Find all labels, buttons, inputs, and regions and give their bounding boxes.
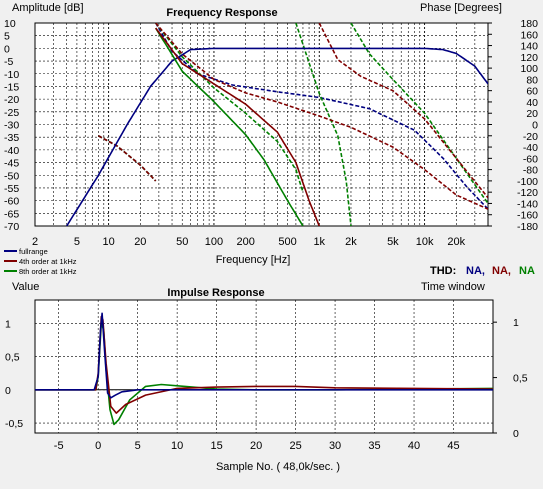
fr-y-tick-label: 10	[4, 18, 16, 30]
fr-y2-tick-label: 0	[532, 120, 538, 132]
fr-x-tick-label: 5k	[387, 236, 399, 248]
fr-y2-tick-label: -60	[523, 153, 538, 165]
fr-amplitude-curve	[155, 27, 321, 226]
fr-y2-tick-label: 40	[526, 97, 538, 109]
ir-x-tick-label: 30	[329, 440, 341, 452]
fr-y2-tick-label: -20	[523, 131, 538, 143]
fr-y2-tick-label: 160	[520, 29, 538, 41]
ir-y2label: Time window	[421, 281, 485, 293]
fr-x-tick-label: 1k	[313, 236, 325, 248]
fr-y2-tick-label: -40	[523, 142, 538, 154]
fr-y-tick-label: -45	[4, 158, 19, 170]
fr-legend: fullrange 4th order at 1kHz 8th order at…	[4, 247, 77, 276]
ir-x-tick-label: 25	[289, 440, 301, 452]
fr-x-tick-label: 10	[102, 236, 114, 248]
fr-y2-tick-label: 120	[520, 52, 538, 64]
fr-y-tick-label: -70	[4, 221, 19, 233]
fr-ylabel: Amplitude [dB]	[12, 2, 84, 14]
fr-y-tick-label: 5	[4, 31, 10, 43]
fr-x-tick-label: 2k	[345, 236, 357, 248]
ir-x-tick-label: 40	[408, 440, 420, 452]
fr-y-tick-label: -40	[4, 145, 19, 157]
fr-y2-tick-label: -140	[517, 198, 538, 210]
ir-y-tick-label: 0	[5, 385, 11, 397]
fr-phase-curve	[155, 23, 488, 210]
ir-y2-tick-label: 0	[513, 428, 519, 440]
fr-y-tick-label: -20	[4, 94, 19, 106]
thd-readout: THD: NA, NA, NA	[430, 265, 535, 277]
thd-value-2: NA,	[492, 265, 511, 277]
ir-x-tick-label: 15	[210, 440, 222, 452]
fr-x-tick-label: 200	[236, 236, 254, 248]
ir-x-tick-label: -5	[54, 440, 64, 452]
fr-y2-tick-label: -180	[517, 221, 538, 233]
fr-phase-curve	[295, 23, 352, 226]
ir-title: Impulse Response	[167, 287, 264, 299]
fr-phase-curve	[155, 23, 304, 193]
fr-phase-curve	[155, 23, 488, 210]
fr-y-tick-label: -15	[4, 81, 19, 93]
fr-y-tick-label: -55	[4, 183, 19, 195]
fr-y2-tick-label: 80	[526, 74, 538, 86]
fr-y2-tick-label: 100	[520, 63, 538, 75]
fr-y-tick-label: -50	[4, 170, 19, 182]
ir-x-tick-label: 0	[95, 440, 101, 452]
ir-x-tick-label: 35	[368, 440, 380, 452]
fr-y-tick-label: 0	[4, 43, 10, 55]
legend-label-fullrange: fullrange	[19, 247, 48, 256]
ir-y-tick-label: -0,5	[5, 418, 23, 430]
ir-response-curve	[35, 312, 493, 399]
legend-label-4th-order: 4th order at 1kHz	[19, 257, 77, 266]
fr-y-tick-label: -25	[4, 107, 19, 119]
ir-ylabel: Value	[12, 281, 39, 293]
fr-x-tick-label: 500	[278, 236, 296, 248]
chart-marks: 1050-5-10-15-20-25-30-35-40-45-50-55-60-…	[4, 18, 538, 452]
fr-y2-tick-label: -120	[517, 187, 538, 199]
fr-y-tick-label: -60	[4, 196, 19, 208]
fr-x-tick-label: 20k	[447, 236, 465, 248]
thd-label: THD:	[430, 265, 456, 277]
ir-x-tick-label: 10	[171, 440, 183, 452]
ir-xlabel: Sample No. ( 48,0k/sec. )	[216, 461, 340, 473]
fr-y2-tick-label: -160	[517, 210, 538, 222]
fr-y-tick-label: -5	[4, 56, 13, 68]
fr-y2-tick-label: 180	[520, 18, 538, 30]
ir-y2-tick-label: 1	[513, 317, 519, 329]
fr-y-tick-label: -65	[4, 208, 19, 220]
fr-y-tick-label: -30	[4, 120, 19, 132]
fr-amplitude-curve	[66, 47, 488, 226]
legend-label-8th-order: 8th order at 1kHz	[19, 267, 77, 276]
fr-x-tick-label: 50	[176, 236, 188, 248]
fr-y2-tick-label: -80	[523, 165, 538, 177]
fr-phase-curve	[318, 23, 488, 199]
fr-y2-tick-label: 140	[520, 41, 538, 53]
fr-x-tick-label: 20	[134, 236, 146, 248]
fr-y2-tick-label: 60	[526, 86, 538, 98]
fr-xlabel: Frequency [Hz]	[216, 254, 291, 266]
thd-value-1: NA,	[466, 265, 485, 277]
fr-x-tick-label: 5	[74, 236, 80, 248]
fr-title: Frequency Response	[166, 7, 277, 19]
fr-y-tick-label: -10	[4, 69, 19, 81]
fr-phase-curve	[98, 135, 157, 182]
ir-y2-tick-label: 0,5	[513, 373, 528, 385]
fr-y2label: Phase [Degrees]	[420, 2, 502, 14]
ir-x-tick-label: 20	[250, 440, 262, 452]
fr-amplitude-curve	[155, 27, 304, 226]
fr-x-tick-label: 2	[32, 236, 38, 248]
fr-y2-tick-label: 20	[526, 108, 538, 120]
fr-x-tick-label: 100	[205, 236, 223, 248]
thd-value-3: NA	[519, 265, 535, 277]
fr-y2-tick-label: -100	[517, 176, 538, 188]
ir-y-tick-label: 1	[5, 318, 11, 330]
ir-plot-area	[34, 299, 494, 434]
ir-y-tick-label: 0,5	[5, 352, 20, 364]
ir-x-tick-label: 5	[135, 440, 141, 452]
ir-x-tick-label: 45	[447, 440, 459, 452]
fr-y-tick-label: -35	[4, 132, 19, 144]
fr-x-tick-label: 10k	[416, 236, 434, 248]
